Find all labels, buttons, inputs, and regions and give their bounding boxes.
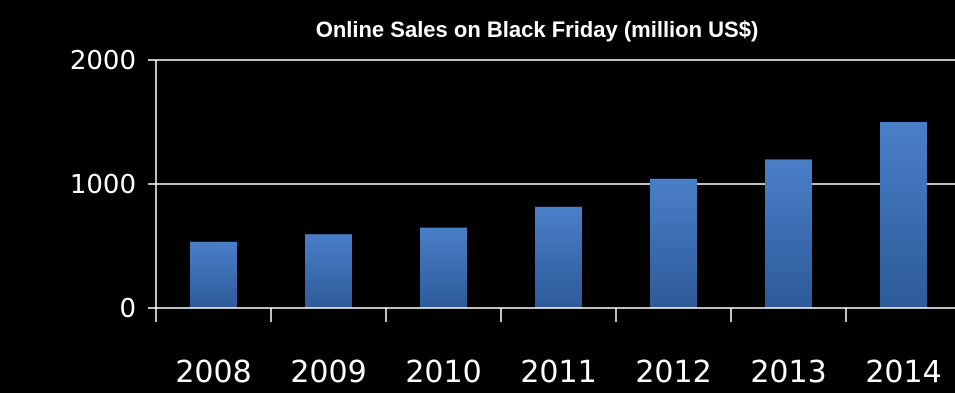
bar-2012 [650,178,697,308]
bar-2008 [190,241,237,308]
bar-2013 [765,159,812,308]
bar-2010 [420,227,467,308]
y-tick-labels: 0 1000 2000 [70,46,136,324]
axes [148,59,955,322]
x-tick-label-2012: 2012 [635,355,711,390]
chart-title: Online Sales on Black Friday (million US… [316,17,759,42]
x-tick-label-2009: 2009 [290,355,366,390]
gridlines [156,59,955,185]
x-tick-label-2011: 2011 [520,355,596,390]
x-tick-label-2008: 2008 [175,355,251,390]
bars [190,122,927,308]
x-tick-labels: 2008 2009 2010 2011 2012 2013 2014 [175,355,941,390]
bar-2009 [305,234,352,308]
x-tick-label-2014: 2014 [865,355,941,390]
y-tick-label: 0 [119,294,136,324]
bar-2011 [535,206,582,308]
y-tick-label: 2000 [70,46,136,76]
x-tick-label-2013: 2013 [750,355,826,390]
y-tick-label: 1000 [70,170,136,200]
bar-2014 [880,122,927,308]
x-tick-label-2010: 2010 [405,355,481,390]
